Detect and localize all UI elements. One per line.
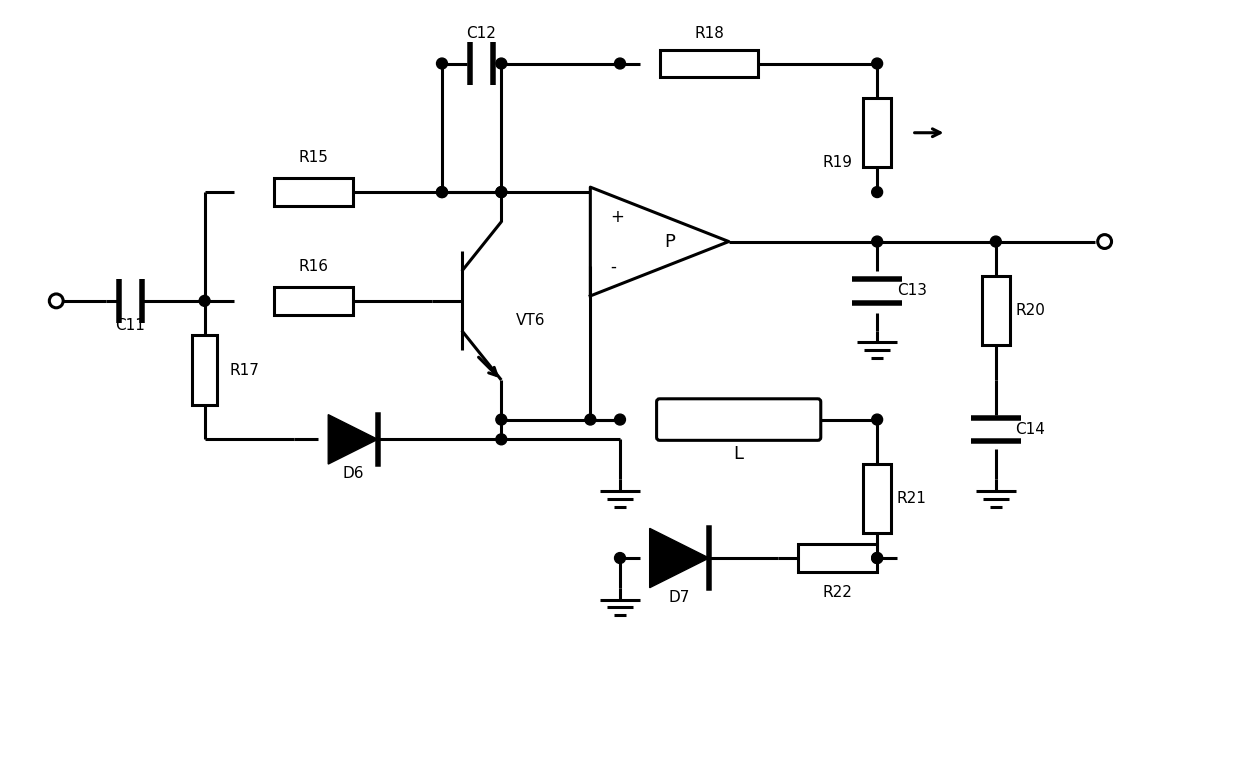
Bar <box>274 179 353 206</box>
Text: C14: C14 <box>1016 422 1045 437</box>
Text: D6: D6 <box>342 467 363 481</box>
Circle shape <box>615 414 625 425</box>
Bar <box>982 276 1009 345</box>
Circle shape <box>615 553 625 563</box>
Circle shape <box>615 58 625 69</box>
Polygon shape <box>650 528 709 587</box>
Text: C13: C13 <box>897 283 928 299</box>
Circle shape <box>991 236 1001 247</box>
Circle shape <box>496 187 507 198</box>
Text: R20: R20 <box>1016 303 1045 318</box>
Circle shape <box>496 414 507 425</box>
Text: +: + <box>610 207 624 226</box>
Text: R22: R22 <box>822 585 853 600</box>
Bar <box>863 98 892 167</box>
Circle shape <box>436 187 448 198</box>
FancyBboxPatch shape <box>657 399 821 440</box>
Text: C12: C12 <box>466 27 496 41</box>
Circle shape <box>872 187 883 198</box>
Text: D7: D7 <box>668 590 689 605</box>
Text: -: - <box>610 258 616 275</box>
Text: P: P <box>663 233 675 251</box>
Circle shape <box>496 187 507 198</box>
Circle shape <box>496 434 507 445</box>
Circle shape <box>872 58 883 69</box>
Text: R16: R16 <box>299 258 329 274</box>
Circle shape <box>872 553 883 563</box>
Bar <box>274 287 353 315</box>
Text: R19: R19 <box>822 155 852 170</box>
Circle shape <box>436 58 448 69</box>
Text: VT6: VT6 <box>516 313 546 328</box>
Bar <box>192 335 217 405</box>
Circle shape <box>872 414 883 425</box>
Text: C11: C11 <box>115 318 145 333</box>
Circle shape <box>872 553 883 563</box>
Circle shape <box>496 58 507 69</box>
Circle shape <box>436 187 448 198</box>
Text: L: L <box>734 445 744 463</box>
Circle shape <box>200 296 210 306</box>
Text: R15: R15 <box>299 150 329 165</box>
Text: R17: R17 <box>229 363 259 378</box>
Circle shape <box>585 414 595 425</box>
Bar <box>660 49 759 78</box>
Bar <box>863 464 892 534</box>
Polygon shape <box>329 415 378 464</box>
Circle shape <box>872 236 883 247</box>
Text: R21: R21 <box>897 491 926 506</box>
Text: R18: R18 <box>694 27 724 41</box>
Bar <box>799 544 877 572</box>
